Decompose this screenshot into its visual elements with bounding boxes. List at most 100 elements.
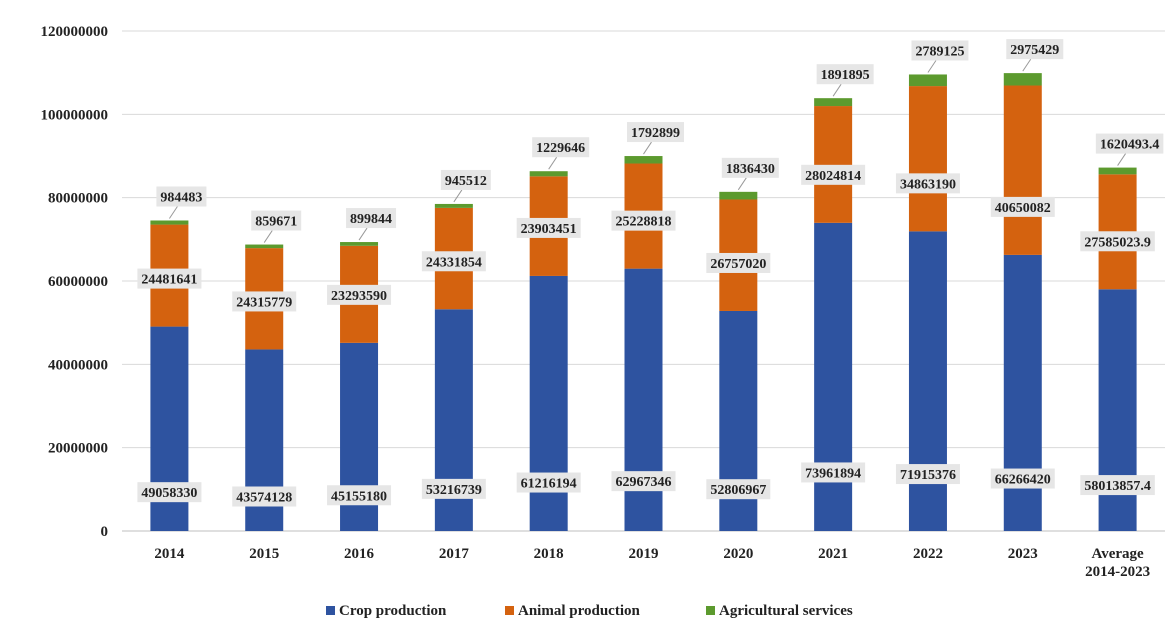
legend-label: Animal production xyxy=(518,603,640,619)
data-label-box xyxy=(611,210,676,231)
x-tick-label-line: 2014 xyxy=(154,546,185,562)
legend: Crop production Animal production Agricult… xyxy=(326,603,853,619)
data-label-text: 984483 xyxy=(160,190,202,205)
bar-segment xyxy=(529,275,568,531)
data-label-text: 25228818 xyxy=(616,215,672,230)
data-label-text: 66266420 xyxy=(995,473,1051,488)
data-label: 859671 xyxy=(251,210,302,231)
x-tick-label-line: 2018 xyxy=(534,546,564,562)
data-label-text: 2789125 xyxy=(915,44,964,59)
data-label: 43574128 xyxy=(232,486,297,507)
bar-segment xyxy=(719,191,758,200)
bar-segment xyxy=(908,231,947,531)
data-label-text: 24331854 xyxy=(426,255,482,270)
legend-swatch xyxy=(706,606,715,615)
x-tick-label: 2020 xyxy=(723,546,753,562)
data-label-text: 40650082 xyxy=(995,201,1051,216)
bar-segment xyxy=(908,74,947,87)
data-label: 24315779 xyxy=(232,291,297,312)
y-tick-label: 0 xyxy=(101,524,109,540)
data-label-box xyxy=(232,291,297,312)
data-label-text: 859671 xyxy=(255,215,297,230)
data-label-box xyxy=(1095,133,1164,154)
x-tick-label-line: 2015 xyxy=(249,546,279,562)
data-label-box xyxy=(327,485,392,506)
data-label-text: 945512 xyxy=(445,174,487,189)
data-label-box xyxy=(990,196,1055,217)
data-label: 945512 xyxy=(440,169,491,190)
data-labels: 49058330 24481641 984483 43574128 24315779 85… xyxy=(137,39,1164,507)
bar-segment xyxy=(245,244,284,249)
data-label: 52806967 xyxy=(706,479,771,500)
data-label-box xyxy=(532,137,590,158)
bar-segment xyxy=(908,86,947,232)
x-tick-label: 2016 xyxy=(344,546,375,562)
data-label-box xyxy=(816,64,874,85)
bar-segment xyxy=(1003,73,1042,86)
data-label-text: 34863190 xyxy=(900,177,956,192)
data-label-box xyxy=(327,284,392,305)
data-label: 40650082 xyxy=(990,196,1055,217)
data-label: 23293590 xyxy=(327,284,392,305)
data-label: 1792899 xyxy=(627,122,684,143)
data-label: 24331854 xyxy=(421,251,486,272)
data-label-box xyxy=(627,122,684,143)
data-label-box xyxy=(421,251,486,272)
bar-segment xyxy=(1003,254,1042,531)
data-label-text: 45155180 xyxy=(331,489,387,504)
x-tick-label: 2018 xyxy=(534,546,564,562)
data-label-box xyxy=(706,479,771,500)
data-label-box xyxy=(801,462,866,483)
data-label-box xyxy=(440,169,491,190)
data-label: 66266420 xyxy=(990,468,1055,489)
x-tick-label: 2014 xyxy=(154,546,185,562)
data-label-text: 43574128 xyxy=(236,491,292,506)
bar-segment xyxy=(1003,85,1042,255)
leader-line xyxy=(453,189,463,203)
leader-line xyxy=(168,206,178,219)
data-label-box xyxy=(137,482,202,503)
data-label: 1620493.4 xyxy=(1095,133,1164,154)
data-label: 27585023.9 xyxy=(1080,231,1155,252)
data-label-box xyxy=(990,468,1055,489)
x-tick-label: 2015 xyxy=(249,546,279,562)
data-label: 1229646 xyxy=(532,137,590,158)
y-tick-label: 120000000 xyxy=(41,24,109,40)
x-tick-label-line: 2022 xyxy=(913,546,943,562)
data-label-text: 71915376 xyxy=(900,468,956,483)
x-tick-label-line: 2016 xyxy=(344,546,375,562)
x-tick-label-line: Average xyxy=(1091,546,1144,562)
data-label-text: 2975429 xyxy=(1010,43,1059,58)
data-label: 58013857.4 xyxy=(1080,475,1155,496)
data-label: 61216194 xyxy=(516,472,581,493)
legend-item: Animal production xyxy=(505,603,640,619)
x-tick-label-line: 2017 xyxy=(439,546,470,562)
leader-line xyxy=(643,141,652,155)
data-label-box xyxy=(1006,39,1064,60)
leader-line xyxy=(1022,58,1032,72)
data-label-text: 28024814 xyxy=(805,169,861,184)
data-label-box xyxy=(721,157,779,178)
data-label-text: 24315779 xyxy=(236,295,292,310)
leader-line xyxy=(548,156,558,170)
bar-segment xyxy=(624,268,663,531)
data-label: 62967346 xyxy=(611,471,676,492)
x-tick-label: 2021 xyxy=(818,546,848,562)
y-tick-label: 40000000 xyxy=(48,357,108,373)
data-label-text: 58013857.4 xyxy=(1084,479,1151,494)
bar-segment xyxy=(814,222,853,531)
leader-line xyxy=(358,227,368,241)
data-label: 49058330 xyxy=(137,482,202,503)
data-label-box xyxy=(895,173,960,194)
data-label: 26757020 xyxy=(706,252,771,273)
data-label-box xyxy=(1080,231,1155,252)
data-label-box xyxy=(516,472,581,493)
data-label-text: 23903451 xyxy=(521,222,577,237)
data-label-box xyxy=(251,210,302,231)
x-tick-label-line: 2019 xyxy=(629,546,659,562)
data-label: 899844 xyxy=(346,208,397,229)
data-label-text: 1620493.4 xyxy=(1100,138,1160,153)
legend-swatch xyxy=(326,606,335,615)
x-tick-label-line: 2023 xyxy=(1008,546,1038,562)
data-label-text: 61216194 xyxy=(521,477,577,492)
